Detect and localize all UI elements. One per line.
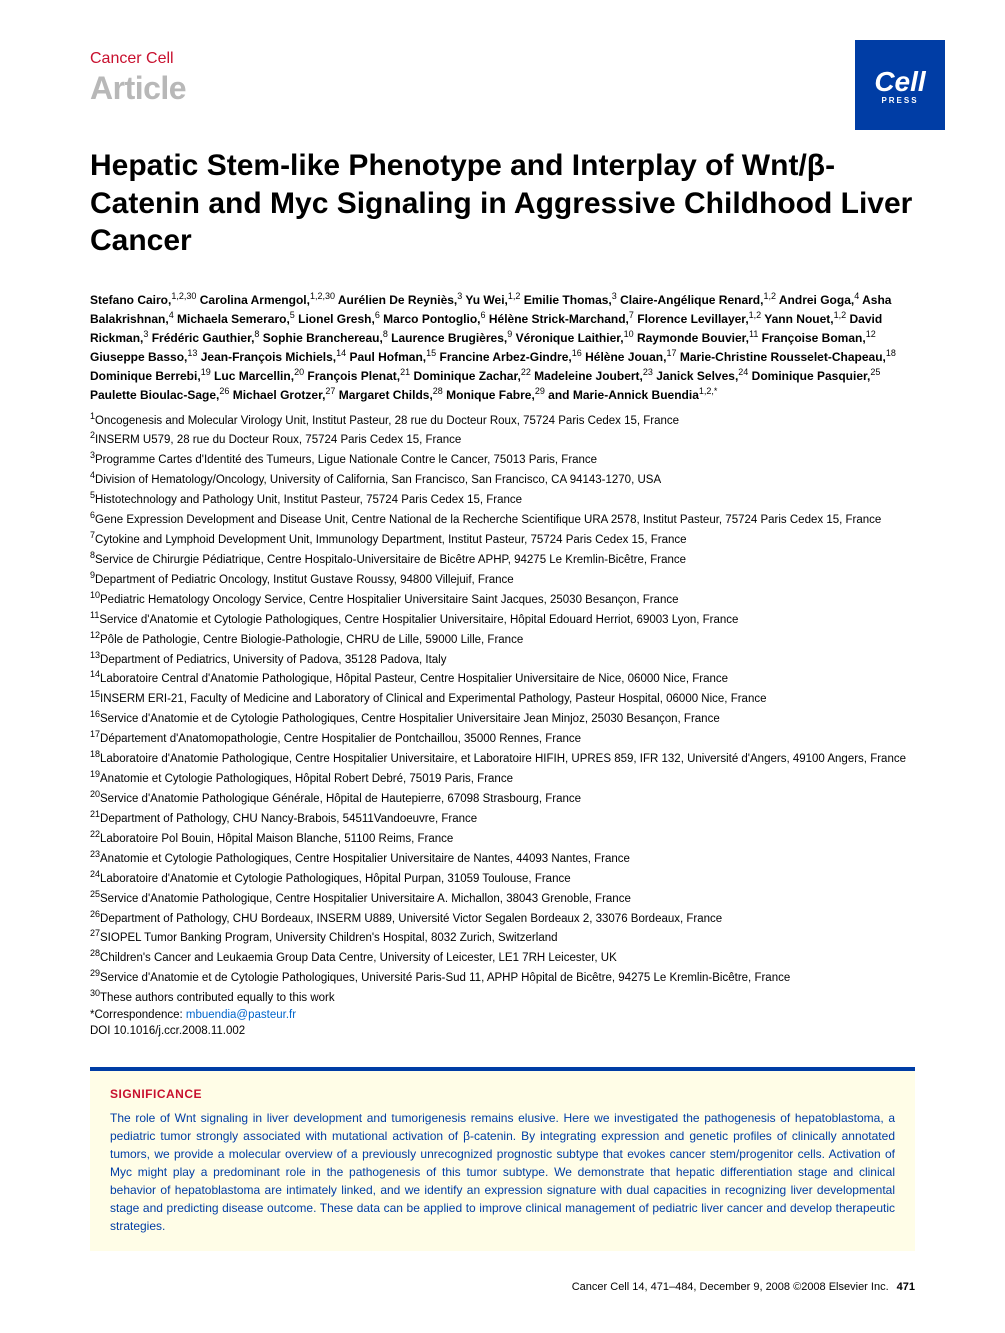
affiliation-item: 28Children's Cancer and Leukaemia Group … <box>90 947 915 966</box>
article-header: Cancer Cell Article <box>90 50 915 107</box>
affiliation-item: 7Cytokine and Lymphoid Development Unit,… <box>90 529 915 548</box>
affiliation-list: 1Oncogenesis and Molecular Virology Unit… <box>90 410 915 1007</box>
affiliation-item: 5Histotechnology and Pathology Unit, Ins… <box>90 489 915 508</box>
affiliation-item: 30These authors contributed equally to t… <box>90 987 915 1006</box>
cell-press-logo: Cell PRESS <box>855 40 945 130</box>
affiliation-item: 12Pôle de Pathologie, Centre Biologie-Pa… <box>90 629 915 648</box>
affiliation-item: 6Gene Expression Development and Disease… <box>90 509 915 528</box>
author-list: Stefano Cairo,1,2,30 Carolina Armengol,1… <box>90 290 915 404</box>
affiliation-item: 18Laboratoire d'Anatomie Pathologique, C… <box>90 748 915 767</box>
affiliation-item: 11Service d'Anatomie et Cytologie Pathol… <box>90 609 915 628</box>
affiliation-item: 29Service d'Anatomie et de Cytologie Pat… <box>90 967 915 986</box>
page-container: Cancer Cell Article Cell PRESS Hepatic S… <box>0 0 1005 1333</box>
affiliation-item: 27SIOPEL Tumor Banking Program, Universi… <box>90 927 915 946</box>
affiliation-item: 4Division of Hematology/Oncology, Univer… <box>90 469 915 488</box>
significance-title: SIGNIFICANCE <box>110 1087 895 1101</box>
significance-box: SIGNIFICANCE The role of Wnt signaling i… <box>90 1067 915 1251</box>
affiliation-item: 25Service d'Anatomie Pathologique, Centr… <box>90 888 915 907</box>
footer-page-number: 471 <box>897 1281 915 1293</box>
journal-name: Cancer Cell <box>90 50 186 68</box>
affiliation-item: 20Service d'Anatomie Pathologique Généra… <box>90 788 915 807</box>
affiliation-item: 15INSERM ERI-21, Faculty of Medicine and… <box>90 688 915 707</box>
affiliation-item: 10Pediatric Hematology Oncology Service,… <box>90 589 915 608</box>
correspondence-email-link[interactable]: mbuendia@pasteur.fr <box>186 1009 296 1021</box>
affiliation-item: 8Service de Chirurgie Pédiatrique, Centr… <box>90 549 915 568</box>
affiliation-item: 13Department of Pediatrics, University o… <box>90 649 915 668</box>
article-title: Hepatic Stem-like Phenotype and Interpla… <box>90 147 915 260</box>
page-footer: Cancer Cell 14, 471–484, December 9, 200… <box>90 1281 915 1293</box>
affiliation-item: 26Department of Pathology, CHU Bordeaux,… <box>90 908 915 927</box>
article-type-label: Article <box>90 70 186 107</box>
correspondence-line: *Correspondence: mbuendia@pasteur.fr <box>90 1007 915 1023</box>
affiliation-item: 22Laboratoire Pol Bouin, Hôpital Maison … <box>90 828 915 847</box>
affiliation-item: 21Department of Pathology, CHU Nancy-Bra… <box>90 808 915 827</box>
cell-logo-text: Cell <box>874 66 925 98</box>
correspondence-label: *Correspondence: <box>90 1009 186 1021</box>
affiliation-item: 2INSERM U579, 28 rue du Docteur Roux, 75… <box>90 429 915 448</box>
affiliation-item: 17Département d'Anatomopathologie, Centr… <box>90 728 915 747</box>
cell-logo-sub: PRESS <box>881 96 918 105</box>
affiliation-item: 14Laboratoire Central d'Anatomie Patholo… <box>90 668 915 687</box>
doi-line: DOI 10.1016/j.ccr.2008.11.002 <box>90 1025 915 1037</box>
journal-block: Cancer Cell Article <box>90 50 186 107</box>
footer-citation: Cancer Cell 14, 471–484, December 9, 200… <box>572 1281 889 1293</box>
affiliation-item: 23Anatomie et Cytologie Pathologiques, C… <box>90 848 915 867</box>
significance-text: The role of Wnt signaling in liver devel… <box>110 1109 895 1235</box>
affiliation-item: 16Service d'Anatomie et de Cytologie Pat… <box>90 708 915 727</box>
affiliation-item: 9Department of Pediatric Oncology, Insti… <box>90 569 915 588</box>
affiliation-item: 19Anatomie et Cytologie Pathologiques, H… <box>90 768 915 787</box>
affiliation-item: 3Programme Cartes d'Identité des Tumeurs… <box>90 449 915 468</box>
affiliation-item: 1Oncogenesis and Molecular Virology Unit… <box>90 410 915 429</box>
affiliation-item: 24Laboratoire d'Anatomie et Cytologie Pa… <box>90 868 915 887</box>
